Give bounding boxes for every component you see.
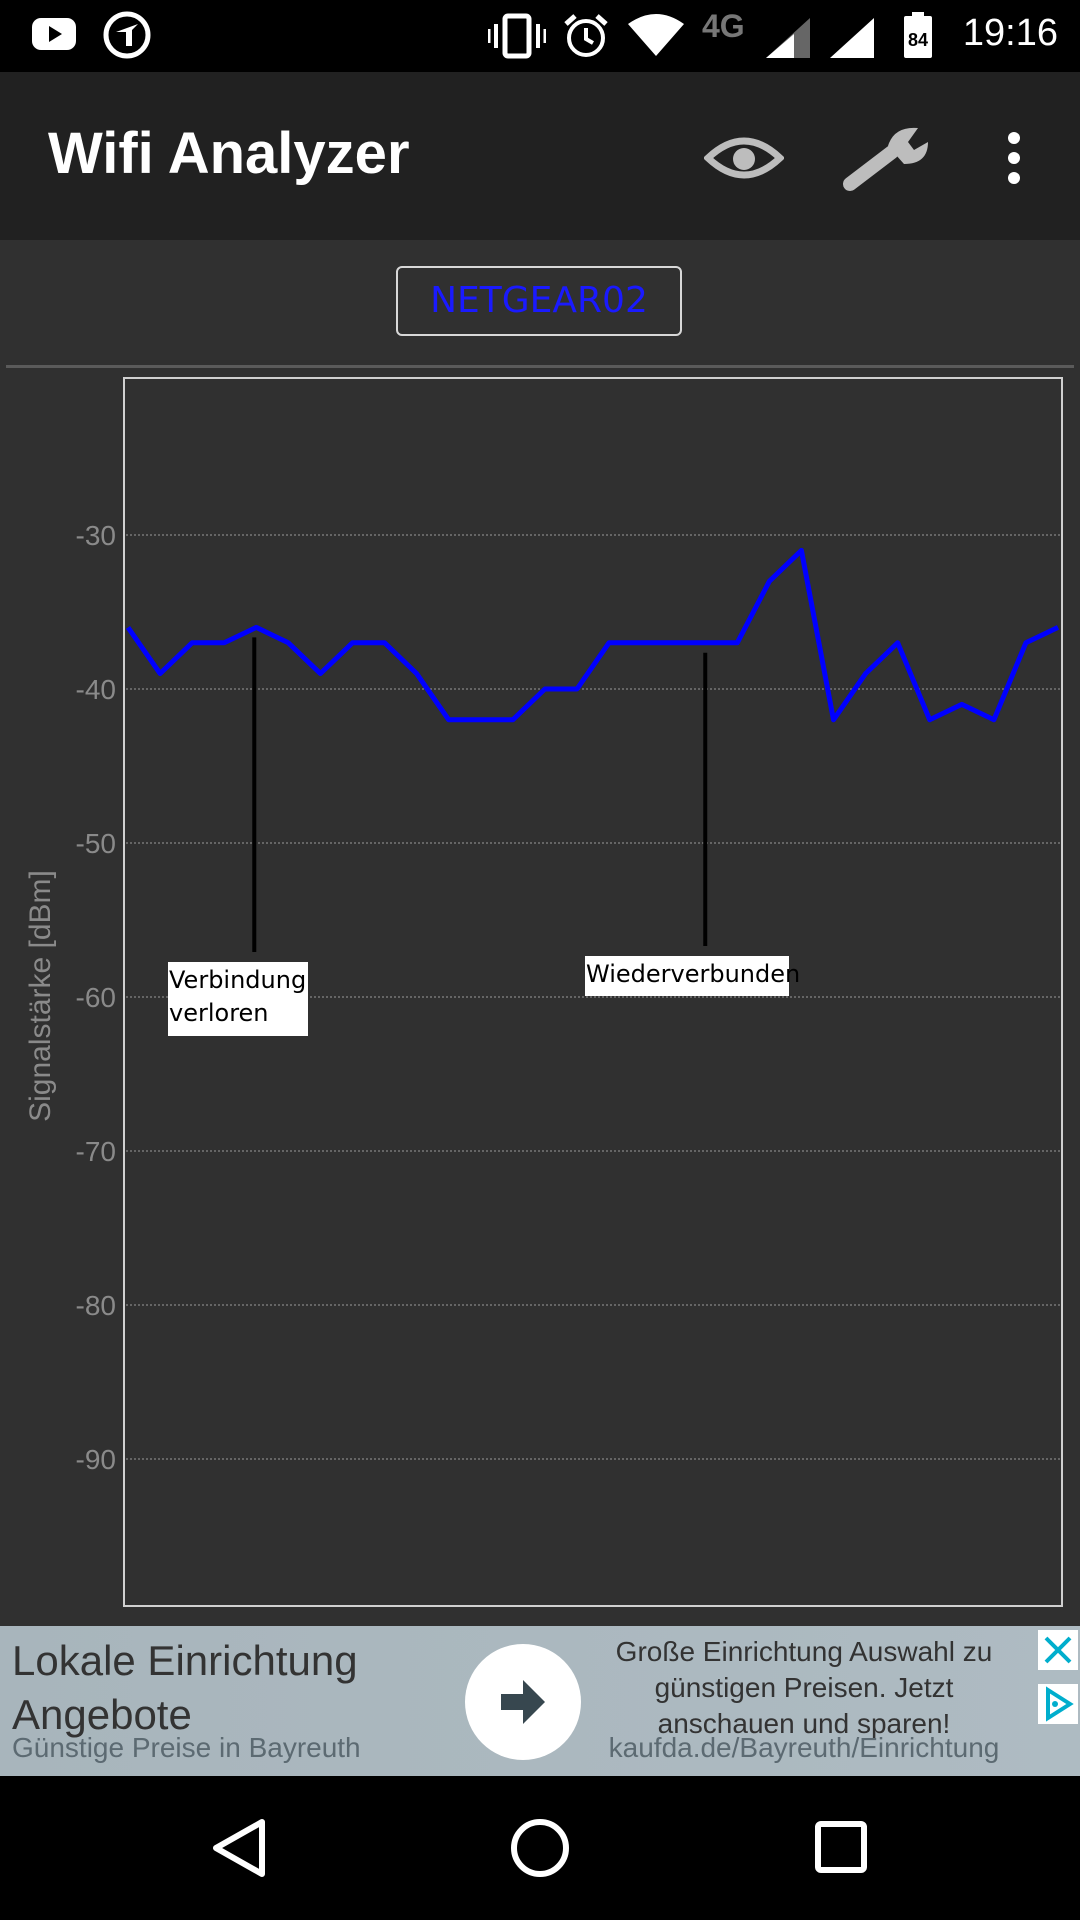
- signal-series-line: [125, 547, 1060, 723]
- ad-banner[interactable]: Lokale Einrichtung Angebote Günstige Pre…: [0, 1626, 1080, 1776]
- app-title: Wifi Analyzer: [48, 121, 410, 186]
- status-bar: 4G 84 19:16: [0, 0, 1080, 72]
- y-tick-label: -50: [76, 828, 116, 859]
- app-bar: Wifi Analyzer: [0, 72, 1080, 240]
- arrow-right-icon: [501, 1680, 545, 1724]
- ad-title[interactable]: Lokale Einrichtung Angebote: [12, 1637, 358, 1738]
- home-icon[interactable]: [494, 1776, 586, 1920]
- annotation-box: [585, 956, 789, 996]
- ad-arrow-button[interactable]: [465, 1644, 581, 1760]
- ad-body: Große Einrichtung Auswahl zu günstigen P…: [615, 1636, 993, 1739]
- y-tick-label: -80: [76, 1290, 116, 1321]
- network-type-label: 4G: [702, 8, 745, 44]
- wifi-icon: [628, 14, 684, 56]
- close-icon: [1044, 1636, 1072, 1664]
- vibrate-icon: [488, 13, 546, 59]
- annotation-box: [168, 962, 308, 1036]
- eye-icon[interactable]: [704, 132, 784, 184]
- wrench-icon[interactable]: [842, 122, 932, 194]
- y-axis-label: Signalstärke [dBm]: [24, 870, 57, 1122]
- signal-strength-chart: -30 -40 -50 -60 -70 -80 -90 Signalstärke [dBm]…: [24, 377, 1063, 1607]
- plot-area: [123, 377, 1063, 1607]
- annotation-text: Wiederverbunden: [586, 960, 800, 988]
- y-axis-ticks: -30 -40 -50 -60 -70 -80 -90: [76, 520, 116, 1475]
- annotation-text: verloren: [169, 999, 269, 1027]
- recents-icon[interactable]: [796, 1776, 886, 1920]
- back-icon[interactable]: [196, 1776, 286, 1920]
- battery-level: 84: [907, 30, 929, 50]
- ad-url: kaufda.de/Bayreuth/Einrichtung: [608, 1732, 1000, 1763]
- y-tick-label: -40: [76, 674, 116, 705]
- y-tick-label: -30: [76, 520, 116, 551]
- signal-icon: [766, 18, 810, 58]
- content-area: NETGEAR02 -30 -40 -50 -60 -70 -80 -90 Signalst…: [0, 240, 1080, 1626]
- annotation-text: Verbindung: [169, 966, 306, 994]
- divider: [6, 365, 1074, 368]
- ad-subtitle: Günstige Preise in Bayreuth: [12, 1732, 361, 1763]
- tagesschau-icon: [103, 11, 151, 59]
- ad-close-button[interactable]: [1038, 1630, 1078, 1670]
- adchoices-icon: [1046, 1686, 1074, 1722]
- signal-icon: [830, 18, 874, 58]
- navigation-bar: [0, 1776, 1080, 1920]
- overflow-menu-icon[interactable]: [1000, 128, 1028, 188]
- y-tick-label: -90: [76, 1444, 116, 1475]
- youtube-icon: [32, 18, 76, 50]
- alarm-icon: [564, 14, 608, 57]
- ad-choices-button[interactable]: [1038, 1684, 1078, 1724]
- y-tick-label: -60: [76, 982, 116, 1013]
- network-selector-button[interactable]: NETGEAR02: [396, 266, 682, 336]
- y-tick-label: -70: [76, 1136, 116, 1167]
- status-time: 19:16: [962, 12, 1058, 54]
- battery-icon: [904, 12, 932, 58]
- annotations: Verbindung verloren Wiederverbunden: [168, 637, 800, 1036]
